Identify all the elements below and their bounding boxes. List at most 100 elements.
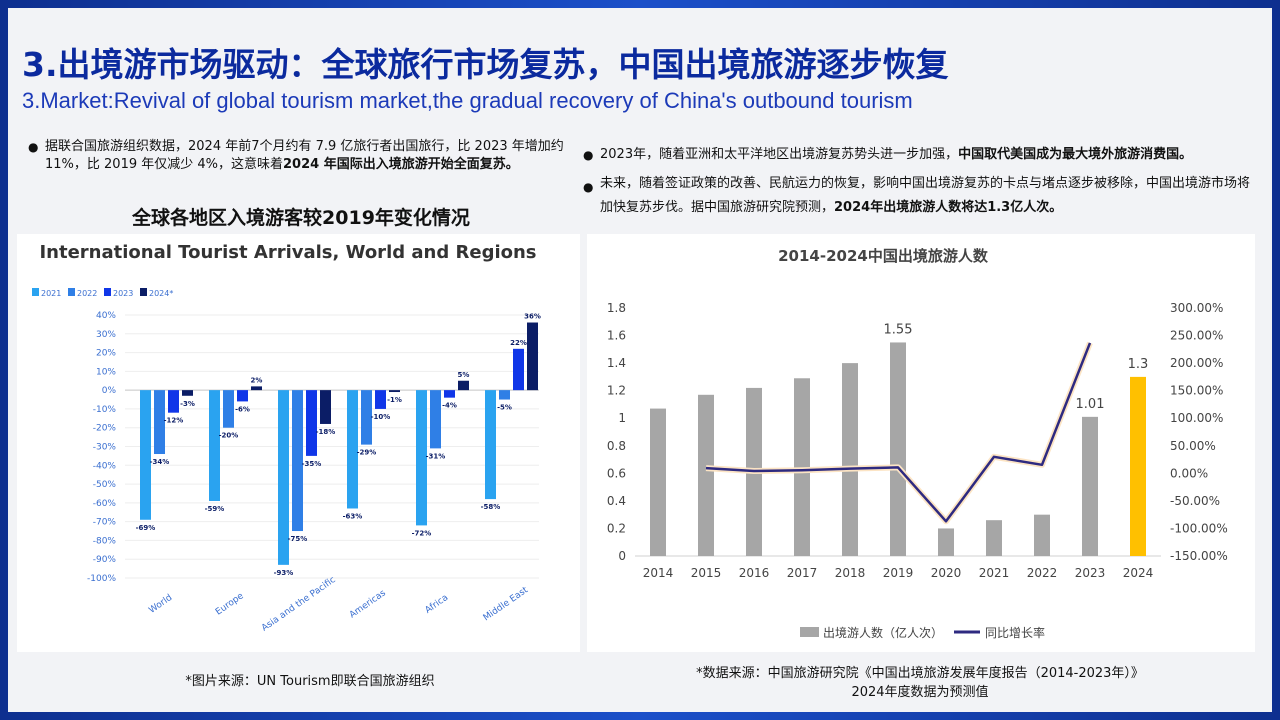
y-tick-label: -20% <box>93 424 117 434</box>
y-left-tick-label: 1.2 <box>607 384 626 398</box>
x-tick-label: 2023 <box>1075 566 1106 580</box>
left-section-title: 全球各地区入境游客较2019年变化情况 <box>132 207 470 229</box>
category-label: World <box>147 593 174 616</box>
x-tick-label: 2017 <box>787 566 818 580</box>
left-bullet: ● 据联合国旅游组织数据，2024 年前7个月约有 7.9 亿旅行者出国旅行，比… <box>28 138 565 174</box>
bullet-dot-icon: ● <box>583 148 594 162</box>
legend-label: 同比增长率 <box>985 625 1045 640</box>
bar <box>292 390 303 532</box>
y-tick-label: -40% <box>93 461 117 471</box>
y-right-tick-label: 50.00% <box>1170 439 1216 453</box>
bar <box>890 342 906 556</box>
bar-value-label: -31% <box>426 452 446 460</box>
left-chart-bars: -69% -34% -12% -3% -59% -20% -6% 2% -93% -75% -35%… <box>136 313 541 577</box>
left-source-note: *图片来源：UN Tourism即联合国旅游组织 <box>185 674 435 689</box>
right-bullet-2-bold: 2024年出境旅游人数将达1.3亿人次。 <box>834 200 1063 215</box>
y-left-tick-label: 0.8 <box>607 439 626 453</box>
bar <box>842 363 858 556</box>
y-tick-label: 20% <box>96 349 116 359</box>
bar-value-label: -35% <box>302 460 322 468</box>
bar <box>938 528 954 556</box>
right-chart-title: 2014-2024中国出境旅游人数 <box>778 247 989 265</box>
x-tick-label: 2020 <box>931 566 962 580</box>
bullet-dot-icon: ● <box>28 140 39 154</box>
slide-title-en: 3.Market:Revival of global tourism marke… <box>22 88 913 113</box>
right-chart-axes: 1.8 1.6 1.4 1.2 1 0.8 0.6 0.4 0.2 0 300.00% 250.00%… <box>607 301 1228 580</box>
bar <box>444 390 455 398</box>
right-chart-growth-line <box>705 341 1093 525</box>
bar <box>375 390 386 409</box>
bar-value-label: -63% <box>343 512 363 520</box>
y-tick-label: -90% <box>93 555 117 565</box>
y-right-tick-label: 300.00% <box>1170 301 1223 315</box>
bar-value-label: -34% <box>150 458 170 466</box>
category-label: Asia and the Pacific <box>260 575 338 634</box>
bar <box>986 520 1002 556</box>
y-left-tick-label: 0.4 <box>607 494 626 508</box>
legend-swatch <box>32 288 39 296</box>
bar <box>306 390 317 456</box>
bar-value-label: -4% <box>442 402 457 410</box>
category-label: Americas <box>348 588 388 620</box>
bullet-dot-icon: ● <box>583 180 594 194</box>
bar <box>1130 376 1146 556</box>
right-source-line1: *数据来源：中国旅游研究院《中国出境旅游发展年度报告（2014-2023年）》 <box>696 666 1144 681</box>
category-label: Middle East <box>482 585 531 623</box>
left-chart-title: International Tourist Arrivals, World an… <box>39 242 536 263</box>
bar <box>1034 514 1050 556</box>
bar <box>794 378 810 556</box>
y-left-tick-label: 0.2 <box>607 521 626 535</box>
legend-label: 2022 <box>77 289 97 298</box>
right-chart-bars: 1.55 1.01 1.3 <box>650 322 1148 556</box>
left-bullet-bold: 2024 年国际出入境旅游开始全面复苏。 <box>283 157 519 172</box>
y-tick-label: 40% <box>96 311 116 321</box>
y-tick-label: -10% <box>93 405 117 415</box>
bar <box>347 390 358 509</box>
right-chart-panel: 2014-2024中国出境旅游人数 1.8 1.6 1.4 1.2 1 0.8 0.6 0.4… <box>587 234 1255 652</box>
bar-value-label: -12% <box>164 417 184 425</box>
bar <box>154 390 165 455</box>
bar-value-label: -59% <box>205 505 225 513</box>
y-left-tick-label: 1 <box>618 411 626 425</box>
bar-value-label: 36% <box>524 313 541 321</box>
right-chart-legend: 出境游人数（亿人次） 同比增长率 <box>800 625 1045 640</box>
bar <box>237 390 248 402</box>
legend-label: 2021 <box>41 289 61 298</box>
bar-value-label: 2% <box>251 376 263 384</box>
y-right-tick-label: 0.00% <box>1170 466 1208 480</box>
bar <box>1082 416 1098 556</box>
y-tick-label: -30% <box>93 443 117 453</box>
left-bullet-text: 据联合国旅游组织数据，2024 年前7个月约有 7.9 亿旅行者出国旅行，比 2… <box>45 139 564 172</box>
x-tick-label: 2019 <box>883 566 914 580</box>
y-tick-label: -70% <box>93 518 117 528</box>
slide-title-cn: 3.出境游市场驱动：全球旅行市场复苏，中国出境旅游逐步恢复 <box>22 45 949 84</box>
bar-value-label: -29% <box>357 449 377 457</box>
bar <box>513 348 524 391</box>
bar <box>140 390 151 520</box>
legend-swatch-bar <box>800 627 819 637</box>
right-bullet-1: ● 2023年，随着亚洲和太平洋地区出境游复苏势头进一步加强，中国取代美国成为最… <box>583 146 1260 164</box>
legend-swatch <box>68 288 75 296</box>
x-tick-label: 2022 <box>1027 566 1058 580</box>
bar <box>320 390 331 424</box>
bar-value-label: -69% <box>136 524 156 532</box>
y-tick-label: -50% <box>93 480 117 490</box>
y-left-tick-label: 1.8 <box>607 301 626 315</box>
bar-value-label: -1% <box>387 396 402 404</box>
bar-value-label: 22% <box>510 339 527 347</box>
bar-value-label: -3% <box>180 400 195 408</box>
bar-value-label: 1.3 <box>1128 357 1149 372</box>
bar <box>389 390 400 393</box>
left-chart-legend: 2021 2022 2023 2024* <box>32 288 173 298</box>
y-tick-label: -80% <box>93 536 117 546</box>
right-source-note: *数据来源：中国旅游研究院《中国出境旅游发展年度报告（2014-2023年）》 … <box>640 662 1200 700</box>
y-right-tick-label: 200.00% <box>1170 356 1223 370</box>
y-left-tick-label: 1.6 <box>607 329 626 343</box>
bar <box>527 322 538 391</box>
bar <box>499 390 510 400</box>
y-right-tick-label: 150.00% <box>1170 384 1223 398</box>
y-tick-label: 0% <box>102 386 117 396</box>
x-tick-label: 2024 <box>1123 566 1154 580</box>
bar-value-label: -10% <box>371 413 391 421</box>
x-tick-label: 2014 <box>643 566 674 580</box>
